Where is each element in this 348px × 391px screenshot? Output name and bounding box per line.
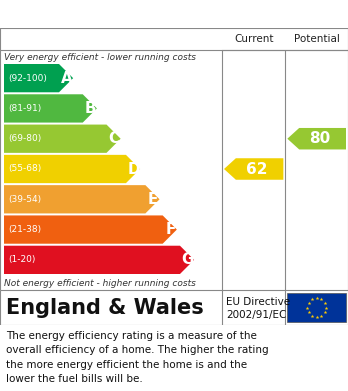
Text: (39-54): (39-54) (8, 195, 41, 204)
Polygon shape (4, 155, 140, 183)
Text: B: B (85, 101, 96, 116)
Text: E: E (148, 192, 158, 207)
Text: (21-38): (21-38) (8, 225, 41, 234)
Text: (92-100): (92-100) (8, 74, 47, 83)
Text: F: F (165, 222, 176, 237)
Polygon shape (4, 64, 73, 92)
Text: 2002/91/EC: 2002/91/EC (226, 310, 286, 320)
Polygon shape (4, 185, 159, 213)
Text: The energy efficiency rating is a measure of the
overall efficiency of a home. T: The energy efficiency rating is a measur… (6, 331, 269, 384)
Text: Energy Efficiency Rating: Energy Efficiency Rating (60, 5, 288, 23)
Text: C: C (109, 131, 120, 146)
Text: EU Directive: EU Directive (226, 297, 290, 307)
Text: Potential: Potential (294, 34, 340, 44)
Text: (55-68): (55-68) (8, 165, 41, 174)
Text: 80: 80 (310, 131, 331, 146)
Text: G: G (182, 252, 194, 267)
Bar (287, 293, 346, 322)
Polygon shape (224, 158, 283, 180)
Polygon shape (287, 128, 346, 149)
Text: Very energy efficient - lower running costs: Very energy efficient - lower running co… (4, 52, 196, 61)
Polygon shape (4, 215, 177, 244)
Text: D: D (127, 161, 140, 176)
Polygon shape (4, 94, 97, 122)
Text: (81-91): (81-91) (8, 104, 41, 113)
Polygon shape (4, 246, 194, 274)
Text: 62: 62 (246, 161, 268, 176)
Text: England & Wales: England & Wales (6, 298, 204, 317)
Text: (1-20): (1-20) (8, 255, 35, 264)
Polygon shape (4, 125, 121, 153)
Text: (69-80): (69-80) (8, 134, 41, 143)
Text: Current: Current (234, 34, 274, 44)
Text: A: A (61, 71, 73, 86)
Bar (0, 28, 348, 50)
Text: Not energy efficient - higher running costs: Not energy efficient - higher running co… (4, 278, 196, 287)
